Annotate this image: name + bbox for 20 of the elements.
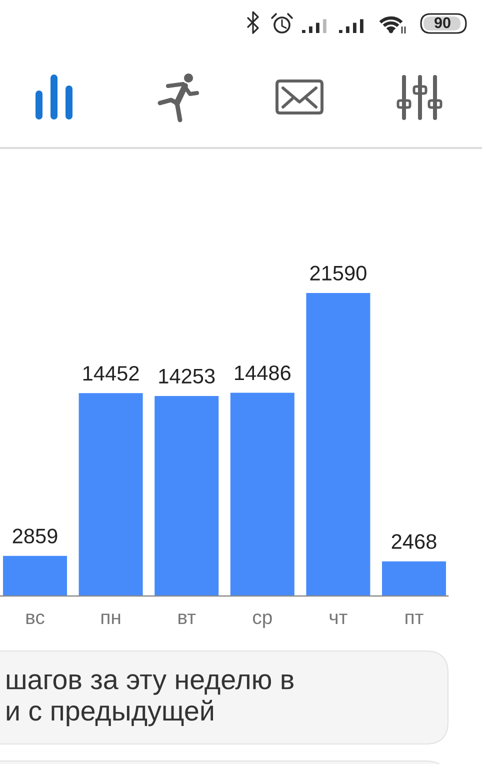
text: шагов за эту неделю в и с предыдущей [6, 674, 294, 726]
x-tick-label: вс [26, 614, 44, 624]
bar [230, 392, 294, 596]
x-tick-label: чт [330, 614, 348, 624]
bar [154, 396, 219, 596]
bar [3, 556, 67, 596]
data-label: 14452 [83, 366, 139, 381]
x-tick-label: пн [102, 614, 120, 624]
bar [78, 393, 143, 596]
data-label: 14486 [235, 365, 290, 380]
x-tick-label: пт [406, 614, 424, 624]
data-label: 14253 [159, 368, 215, 384]
text: 90 [434, 17, 450, 28]
bar [382, 561, 446, 596]
data-label: 2859 [12, 528, 58, 544]
x-tick-label: ср [252, 614, 272, 628]
data-label: 2468 [392, 534, 436, 549]
data-label: 21590 [310, 266, 366, 281]
x-tick-label: вт [178, 614, 196, 624]
bar [306, 293, 370, 596]
